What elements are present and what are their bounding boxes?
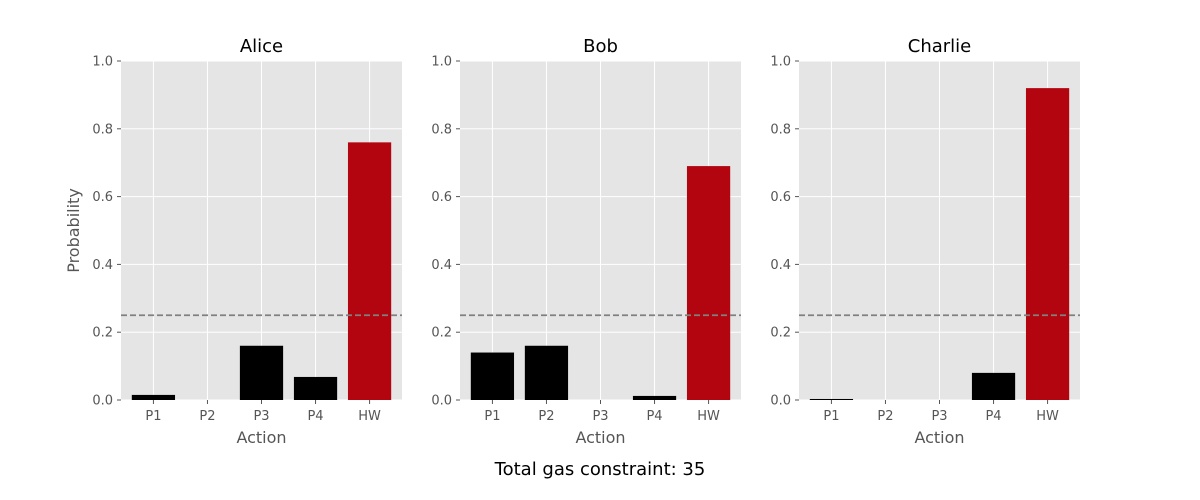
- y-axis-label: Probability: [64, 188, 83, 273]
- y-tick-label: 0.8: [770, 122, 791, 137]
- x-tick-label: P4: [307, 409, 323, 424]
- bar-hw: [686, 166, 731, 400]
- y-tick-label: 0.2: [431, 326, 452, 341]
- x-axis-label: Action: [236, 428, 286, 447]
- x-tick-label: P3: [253, 409, 269, 424]
- bar-hw: [1025, 88, 1070, 401]
- bar-hw: [347, 142, 392, 401]
- y-tick-label: 0.6: [92, 190, 113, 205]
- y-tick-label: 0.0: [770, 394, 791, 409]
- x-tick-label: P1: [484, 409, 500, 424]
- y-tick-label: 0.0: [431, 394, 452, 409]
- bar-p4: [632, 395, 677, 400]
- bar-p1: [470, 352, 515, 400]
- panel-charlie: 0.0 0.2 0.4 0.6 0.8 1.0 P1 P2 P3 P4 HW Charlie Actio…: [770, 36, 1080, 447]
- y-tick-label: 0.0: [92, 394, 113, 409]
- panel-title: Alice: [240, 36, 283, 57]
- y-tick-label: 1.0: [431, 55, 452, 70]
- y-tick-label: 1.0: [770, 55, 791, 70]
- bar-p1: [809, 398, 854, 400]
- y-tick-label: 0.4: [431, 258, 452, 273]
- y-tick-label: 1.0: [92, 55, 113, 70]
- x-tick-label: HW: [1036, 409, 1059, 424]
- panel-alice: 0.0 0.2 0.4 0.6 0.8 1.0 P1 P2 P3 P4 HW Alice Action P…: [64, 36, 402, 447]
- bar-p1: [131, 394, 176, 400]
- x-tick-label: HW: [358, 409, 381, 424]
- y-tick-label: 0.8: [431, 122, 452, 137]
- x-tick-label: HW: [697, 409, 720, 424]
- x-axis-label: Action: [914, 428, 964, 447]
- panel-title: Bob: [583, 36, 618, 57]
- x-tick-label: P3: [592, 409, 608, 424]
- x-tick-label: P2: [538, 409, 554, 424]
- bar-p2: [524, 345, 569, 400]
- figure-suptitle: Total gas constraint: 35: [494, 459, 706, 480]
- bar-p4: [971, 372, 1016, 400]
- panel-title: Charlie: [908, 36, 971, 57]
- x-axis-label: Action: [575, 428, 625, 447]
- x-tick-label: P4: [646, 409, 662, 424]
- chart-panels: 0.0 0.2 0.4 0.6 0.8 1.0 P1 P2 P3 P4 HW Alice Action P…: [64, 36, 1080, 447]
- y-tick-label: 0.2: [92, 326, 113, 341]
- x-tick-label: P1: [823, 409, 839, 424]
- x-tick-label: P2: [877, 409, 893, 424]
- y-tick-label: 0.6: [431, 190, 452, 205]
- y-tick-label: 0.8: [92, 122, 113, 137]
- y-tick-label: 0.4: [770, 258, 791, 273]
- x-tick-label: P2: [199, 409, 215, 424]
- x-tick-label: P3: [931, 409, 947, 424]
- bar-p3: [239, 345, 284, 400]
- panel-bob: 0.0 0.2 0.4 0.6 0.8 1.0 P1 P2 P3 P4 HW Bob Action: [431, 36, 741, 447]
- y-tick-label: 0.4: [92, 258, 113, 273]
- y-tick-label: 0.2: [770, 326, 791, 341]
- bar-p4: [293, 376, 338, 400]
- y-tick-label: 0.6: [770, 190, 791, 205]
- x-tick-label: P1: [145, 409, 161, 424]
- x-tick-label: P4: [985, 409, 1001, 424]
